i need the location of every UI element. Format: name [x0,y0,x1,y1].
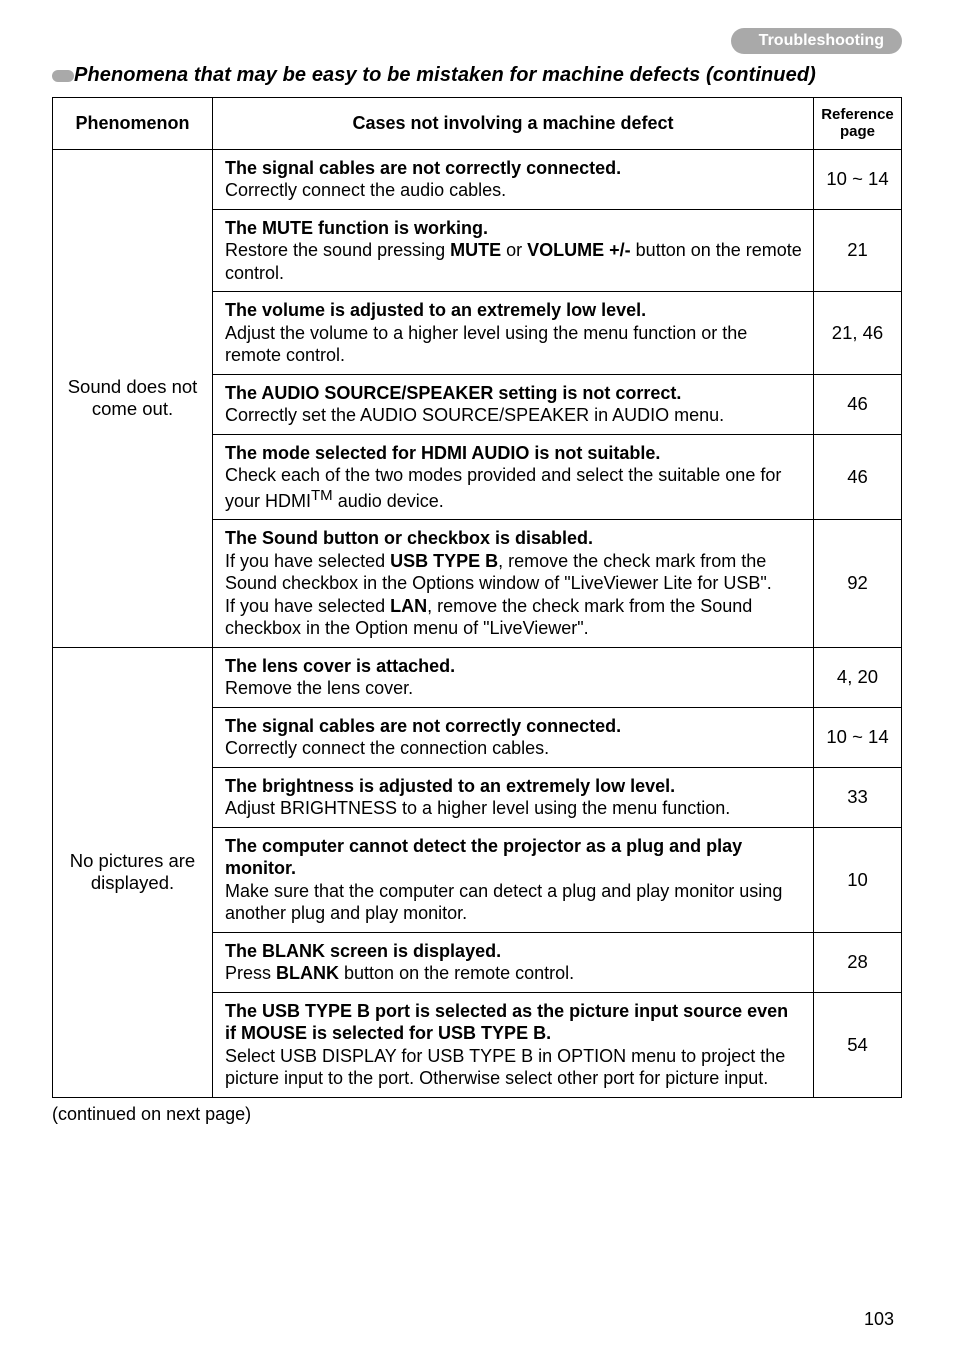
reference-cell: 10 ~ 14 [814,707,902,767]
reference-cell: 10 ~ 14 [814,149,902,209]
case-title: The signal cables are not correctly conn… [225,158,621,178]
case-body: Check each of the two modes provided and… [225,465,781,511]
case-body: Select USB DISPLAY for USB TYPE B in OPT… [225,1046,785,1089]
section-label-pill: Troubleshooting [731,28,902,54]
troubleshooting-table: Phenomenon Cases not involving a machine… [52,97,902,1098]
case-body: Press BLANK button on the remote control… [225,963,574,983]
case-title: The brightness is adjusted to an extreme… [225,776,675,796]
case-title: The volume is adjusted to an extremely l… [225,300,646,320]
table-row: Sound does not come out.The signal cable… [53,149,902,209]
reference-cell: 4, 20 [814,647,902,707]
case-body: Correctly connect the audio cables. [225,180,506,200]
reference-cell: 33 [814,767,902,827]
case-title: The AUDIO SOURCE/SPEAKER setting is not … [225,383,681,403]
case-cell: The volume is adjusted to an extremely l… [213,292,814,375]
continued-note: (continued on next page) [52,1104,902,1125]
case-title: The Sound button or checkbox is disabled… [225,528,593,548]
reference-cell: 54 [814,992,902,1097]
table-body: Sound does not come out. The signal cable… [53,149,902,1097]
reference-cell: 28 [814,932,902,992]
reference-cell: 46 [814,434,902,520]
case-cell: The computer cannot detect the projector… [213,827,814,932]
case-body: Make sure that the computer can detect a… [225,881,782,924]
col-reference: Reference page [814,98,902,150]
bullet-icon [52,70,74,82]
page-title: Phenomena that may be easy to be mistake… [74,64,816,87]
case-body: Adjust the volume to a higher level usin… [225,323,747,366]
page-number: 103 [864,1309,894,1330]
phenomenon-cell: Sound does not come out. [53,149,213,647]
case-title: The BLANK screen is displayed. [225,941,501,961]
case-body: Correctly connect the connection cables. [225,738,549,758]
case-cell: The mode selected for HDMI AUDIO is not … [213,434,814,520]
case-cell: The lens cover is attached.Remove the le… [213,647,814,707]
case-title: The computer cannot detect the projector… [225,836,742,879]
table-row: No pictures are displayed.The lens cover… [53,647,902,707]
case-cell: The AUDIO SOURCE/SPEAKER setting is not … [213,374,814,434]
case-cell: The MUTE function is working.Restore the… [213,209,814,292]
header-row: Troubleshooting [52,28,902,54]
case-title: The lens cover is attached. [225,656,455,676]
reference-cell: 46 [814,374,902,434]
case-title: The MUTE function is working. [225,218,488,238]
case-title: The mode selected for HDMI AUDIO is not … [225,443,660,463]
page-title-row: Phenomena that may be easy to be mistake… [52,64,902,97]
case-cell: The signal cables are not correctly conn… [213,707,814,767]
case-body: Adjust BRIGHTNESS to a higher level usin… [225,798,730,818]
table-header-row: Phenomenon Cases not involving a machine… [53,98,902,150]
case-body: Correctly set the AUDIO SOURCE/SPEAKER i… [225,405,724,425]
reference-cell: 21 [814,209,902,292]
case-cell: The signal cables are not correctly conn… [213,149,814,209]
col-phenomenon: Phenomenon [53,98,213,150]
col-cases: Cases not involving a machine defect [213,98,814,150]
case-title: The signal cables are not correctly conn… [225,716,621,736]
phenomenon-cell: No pictures are displayed. [53,647,213,1097]
case-body: If you have selected USB TYPE B, remove … [225,551,772,639]
case-body: Remove the lens cover. [225,678,413,698]
case-body: Restore the sound pressing MUTE or VOLUM… [225,240,802,283]
reference-cell: 10 [814,827,902,932]
case-cell: The USB TYPE B port is selected as the p… [213,992,814,1097]
case-cell: The BLANK screen is displayed.Press BLAN… [213,932,814,992]
case-title: The USB TYPE B port is selected as the p… [225,1001,788,1044]
case-cell: The Sound button or checkbox is disabled… [213,520,814,648]
reference-cell: 92 [814,520,902,648]
case-cell: The brightness is adjusted to an extreme… [213,767,814,827]
reference-cell: 21, 46 [814,292,902,375]
